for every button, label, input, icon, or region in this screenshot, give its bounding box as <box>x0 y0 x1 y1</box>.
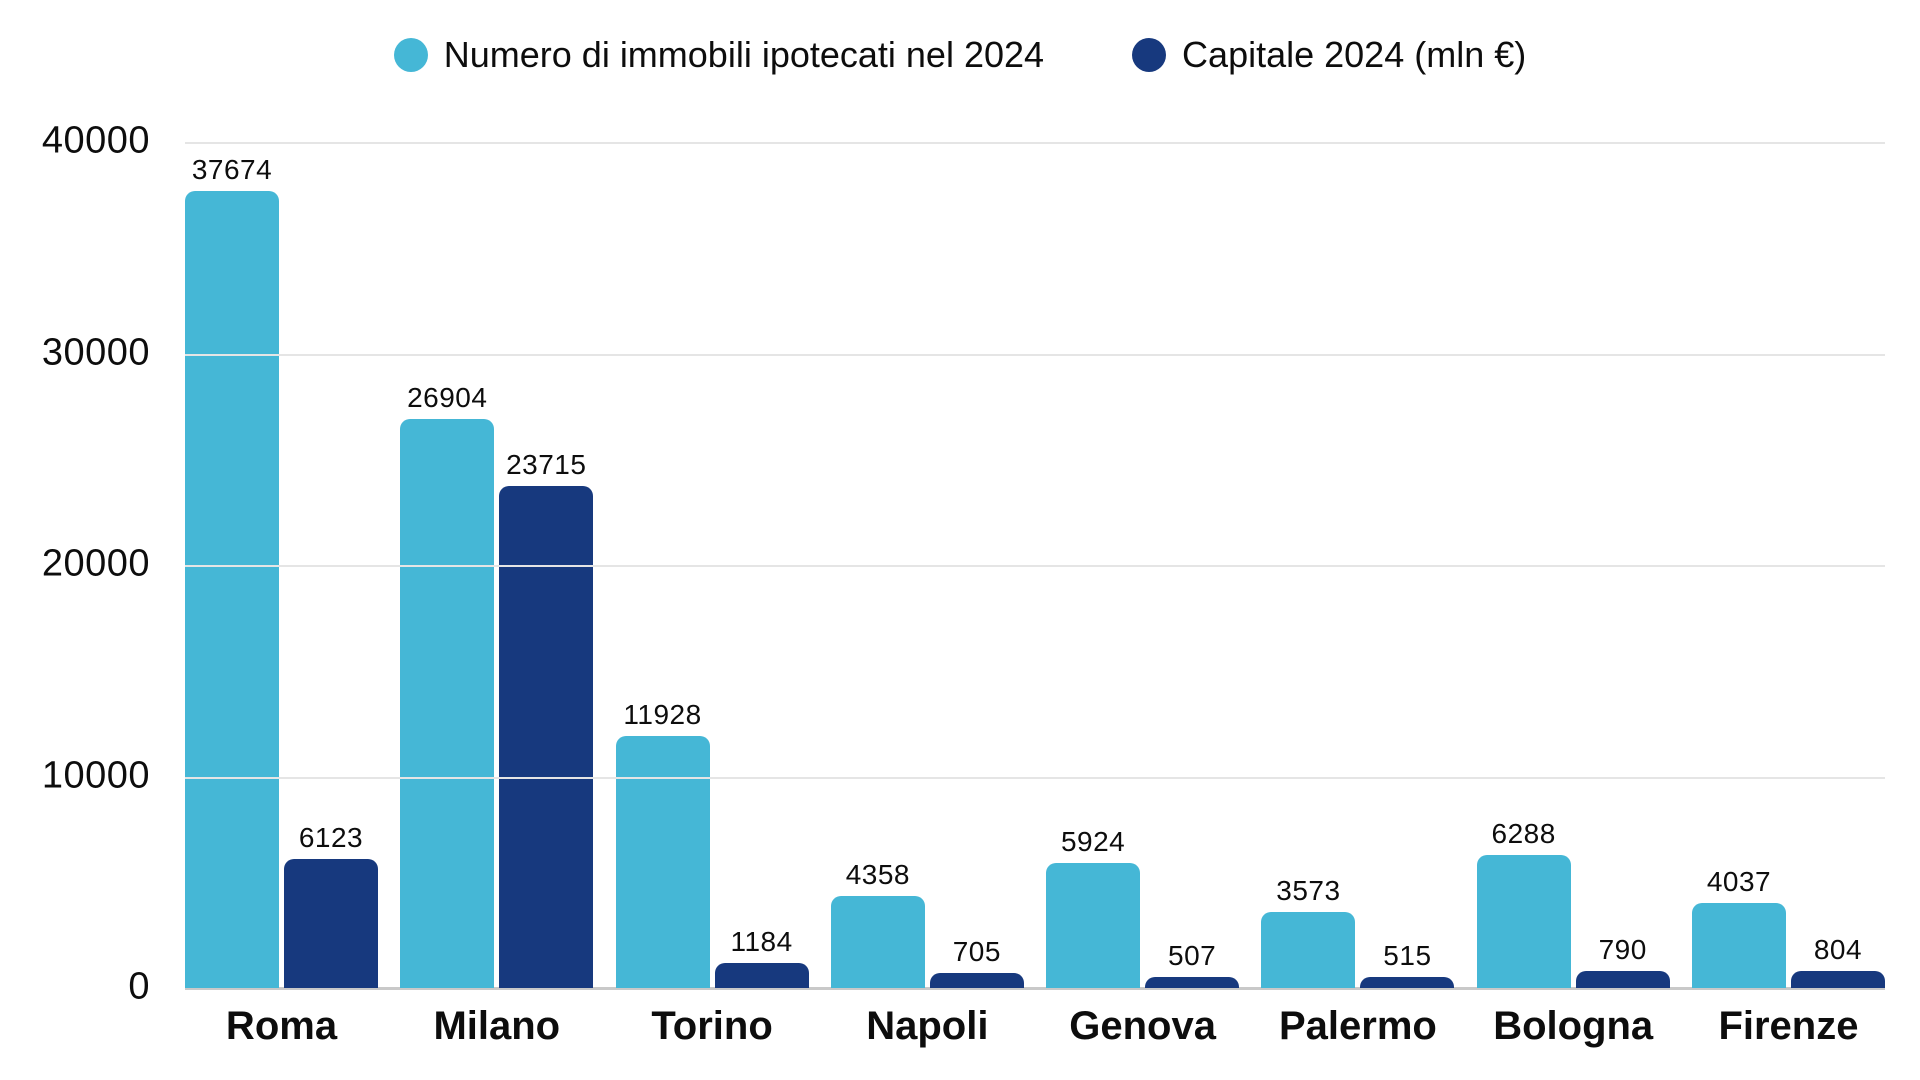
gridline-40000 <box>185 142 1885 144</box>
bar-column-capitale-genova: 507 <box>1145 142 1240 988</box>
bar-value-label-immobili-torino: 11928 <box>623 698 702 730</box>
bar-capitale-bologna[interactable] <box>1575 971 1670 988</box>
y-tick-label-20000: 20000 <box>41 542 150 585</box>
gridline-20000 <box>185 565 1885 567</box>
bar-column-capitale-napoli: 705 <box>929 142 1024 988</box>
chart-legend: Numero di immobili ipotecati nel 2024 Ca… <box>0 34 1920 76</box>
bar-value-label-capitale-genova: 507 <box>1168 940 1217 972</box>
y-tick-label-30000: 30000 <box>41 331 150 374</box>
bar-value-label-capitale-palermo: 515 <box>1383 940 1432 972</box>
plot-area: 37674 6123 Roma 26904 23715 Milano 11928 1184 To… <box>185 142 1885 1048</box>
bar-pair-genova: 5924 507 <box>1046 142 1240 988</box>
bar-immobili-torino[interactable] <box>615 735 710 988</box>
bar-value-label-immobili-genova: 5924 <box>1060 825 1126 857</box>
bar-immobili-napoli[interactable] <box>830 895 925 988</box>
bar-capitale-milano[interactable] <box>499 486 594 988</box>
legend-label-immobili: Numero di immobili ipotecati nel 2024 <box>443 34 1045 75</box>
bar-value-label-capitale-bologna: 790 <box>1598 934 1647 966</box>
bar-value-label-capitale-torino: 1184 <box>730 925 793 957</box>
x-axis-label-bologna: Bologna <box>1493 1004 1654 1048</box>
bar-pair-bologna: 6288 790 <box>1476 142 1670 988</box>
bar-value-label-immobili-roma: 37674 <box>191 154 273 186</box>
bar-group-genova: 5924 507 Genova <box>1046 142 1240 1048</box>
legend-dot-capitale-icon <box>1132 38 1167 72</box>
bar-capitale-firenze[interactable] <box>1790 971 1885 988</box>
legend-item-immobili[interactable]: Numero di immobili ipotecati nel 2024 <box>393 34 1045 76</box>
bar-immobili-milano[interactable] <box>400 418 495 988</box>
bar-value-label-capitale-napoli: 705 <box>952 936 1001 968</box>
bar-value-label-immobili-bologna: 6288 <box>1491 818 1556 850</box>
legend-dot-immobili-icon <box>393 38 428 72</box>
legend-item-capitale[interactable]: Capitale 2024 (mln €) <box>1132 34 1526 76</box>
bar-value-label-immobili-napoli: 4358 <box>845 858 910 890</box>
x-axis-line <box>185 987 1885 990</box>
bar-column-immobili-genova: 5924 <box>1046 142 1141 988</box>
bar-pair-milano: 26904 23715 <box>400 142 594 988</box>
bar-group-roma: 37674 6123 Roma <box>185 142 378 1048</box>
bar-column-capitale-milano: 23715 <box>499 142 594 988</box>
bar-capitale-napoli[interactable] <box>929 973 1024 988</box>
gridline-30000 <box>185 353 1885 356</box>
bar-column-immobili-napoli: 4358 <box>830 142 925 988</box>
bar-immobili-roma[interactable] <box>185 191 279 988</box>
bar-column-capitale-bologna: 790 <box>1575 142 1670 988</box>
bar-value-label-immobili-firenze: 4037 <box>1706 865 1772 897</box>
bar-capitale-genova[interactable] <box>1145 977 1240 988</box>
bar-pair-firenze: 4037 804 <box>1691 142 1885 988</box>
bar-capitale-palermo[interactable] <box>1360 977 1455 988</box>
x-axis-label-napoli: Napoli <box>866 1004 989 1048</box>
x-axis-label-firenze: Firenze <box>1718 1004 1859 1048</box>
bar-column-immobili-palermo: 3573 <box>1261 142 1356 988</box>
bar-column-capitale-torino: 1184 <box>714 142 809 988</box>
bar-group-milano: 26904 23715 Milano <box>400 142 594 1048</box>
bar-pair-palermo: 3573 515 <box>1261 142 1455 988</box>
bar-pair-roma: 37674 6123 <box>185 142 378 988</box>
bar-immobili-genova[interactable] <box>1046 862 1141 988</box>
bar-immobili-firenze[interactable] <box>1691 902 1786 988</box>
x-axis-label-genova: Genova <box>1069 1004 1216 1048</box>
bar-value-label-immobili-milano: 26904 <box>407 381 488 413</box>
bar-column-capitale-roma: 6123 <box>284 142 378 988</box>
bar-value-label-capitale-roma: 6123 <box>298 821 364 853</box>
bar-column-immobili-milano: 26904 <box>400 142 495 988</box>
y-axis: 0 10000 20000 30000 40000 <box>0 120 150 1008</box>
x-axis-label-torino: Torino <box>651 1004 773 1048</box>
x-axis-label-milano: Milano <box>433 1004 561 1048</box>
bar-group-palermo: 3573 515 Palermo <box>1261 142 1455 1048</box>
bar-value-label-immobili-palermo: 3573 <box>1276 875 1341 907</box>
bar-column-capitale-firenze: 804 <box>1790 142 1885 988</box>
bar-group-bologna: 6288 790 Bologna <box>1476 142 1670 1048</box>
bar-capitale-torino[interactable] <box>714 962 809 988</box>
x-axis-label-roma: Roma <box>225 1004 338 1048</box>
bar-value-label-capitale-firenze: 804 <box>1813 934 1863 965</box>
bar-group-firenze: 4037 804 Firenze <box>1691 142 1885 1048</box>
y-tick-label-0: 0 <box>128 965 150 1008</box>
bar-group-napoli: 4358 705 Napoli <box>830 142 1024 1048</box>
bar-immobili-bologna[interactable] <box>1476 855 1571 988</box>
y-tick-label-40000: 40000 <box>41 119 150 162</box>
bar-column-immobili-bologna: 6288 <box>1476 142 1571 988</box>
bar-pair-napoli: 4358 705 <box>830 142 1024 988</box>
y-tick-label-10000: 10000 <box>41 754 150 797</box>
bar-column-immobili-firenze: 4037 <box>1691 142 1786 988</box>
gridline-10000 <box>185 776 1885 779</box>
x-axis-label-palermo: Palermo <box>1278 1004 1437 1048</box>
bar-capitale-roma[interactable] <box>284 858 378 988</box>
bar-column-immobili-roma: 37674 <box>185 142 279 988</box>
bar-immobili-palermo[interactable] <box>1261 912 1356 988</box>
legend-label-capitale: Capitale 2024 (mln €) <box>1182 34 1527 75</box>
bar-column-capitale-palermo: 515 <box>1360 142 1455 988</box>
bar-value-label-capitale-milano: 23715 <box>506 449 587 481</box>
